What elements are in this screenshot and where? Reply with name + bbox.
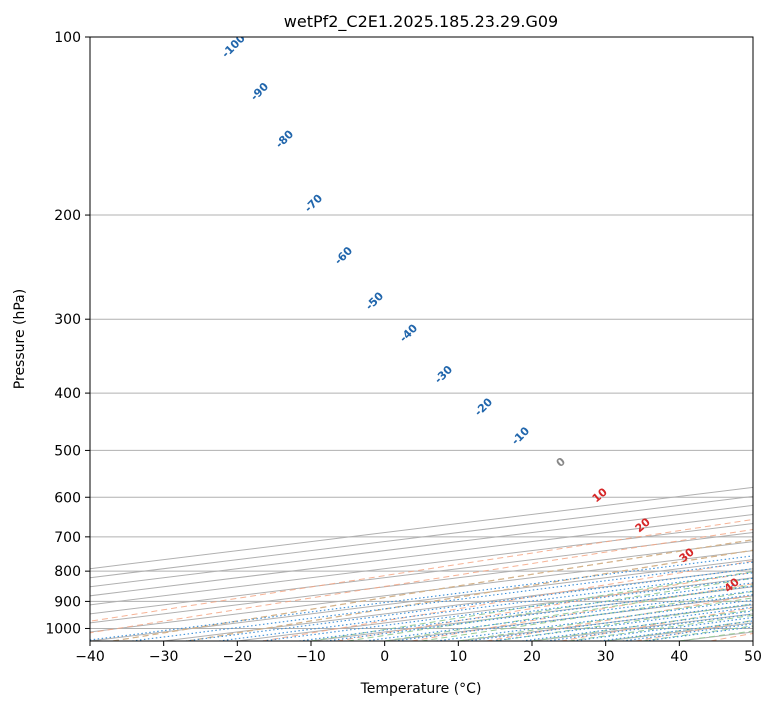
x-tick-label: 40	[670, 649, 688, 665]
x-tick-label: 30	[597, 649, 615, 665]
y-tick-label: 1000	[45, 621, 81, 637]
x-tick-label: 50	[744, 649, 762, 665]
plot-frame	[89, 36, 754, 642]
y-tick-label: 300	[54, 312, 81, 328]
moist-adiabat-line	[642, 625, 753, 641]
dry-adiabat-label: -20	[472, 395, 495, 418]
y-tick-label: 800	[54, 564, 81, 580]
moist-adiabat-label: 0	[554, 455, 568, 470]
isotherm-line	[237, 577, 753, 641]
isotherm-line	[90, 559, 753, 641]
moist-adiabat-line	[679, 630, 753, 641]
dry-adiabat-label: -70	[302, 192, 325, 215]
dry-adiabat-line	[112, 539, 753, 641]
isotherm-line	[90, 532, 753, 615]
isotherm-line	[531, 613, 753, 641]
dry-adiabat-label: -30	[432, 363, 455, 386]
isotherm-line	[90, 550, 753, 633]
moist-adiabat-line	[310, 571, 753, 641]
mixing-ratio-line	[218, 572, 753, 641]
moist-adiabat-line	[421, 591, 753, 641]
moist-adiabat-line	[531, 609, 753, 641]
isotherm-line	[384, 595, 753, 641]
dry-adiabat-line	[262, 560, 753, 641]
isotherm-line	[90, 486, 753, 570]
x-tick-label: 20	[523, 649, 541, 665]
moist-adiabat-label: 10	[590, 485, 610, 505]
y-tick-label: 500	[54, 443, 81, 459]
x-tick-label: 10	[449, 649, 467, 665]
x-tick-label: −40	[75, 649, 105, 665]
dry-adiabat-line	[112, 539, 753, 641]
y-tick-label: 400	[54, 386, 81, 402]
y-tick-label: 600	[54, 490, 81, 506]
x-tick-label: −10	[296, 649, 326, 665]
moist-adiabat-label: 30	[677, 545, 697, 565]
dry-adiabat-label: -60	[332, 244, 355, 267]
x-tick-label: −20	[223, 649, 253, 665]
dry-adiabat-line	[411, 583, 753, 641]
mixing-ratio-line	[645, 626, 753, 641]
moist-adiabat-line	[384, 584, 753, 641]
y-tick-label: 100	[54, 30, 81, 46]
dry-adiabat-line	[710, 632, 753, 641]
dry-adiabat-label: -10	[509, 424, 532, 447]
isotherm-line	[90, 522, 753, 606]
isotherm-line	[752, 640, 753, 641]
isotherm-line	[90, 495, 753, 579]
y-tick-label: 900	[54, 594, 81, 610]
y-tick-label: 700	[54, 530, 81, 546]
dry-adiabat-label: -90	[248, 80, 271, 103]
dry-adiabat-line	[90, 518, 753, 622]
dry-adiabat-line	[187, 549, 753, 641]
x-tick-label: 0	[380, 649, 389, 665]
y-axis-label: Pressure (hPa)	[12, 289, 28, 389]
isotherm-line	[310, 586, 753, 641]
dry-adiabat-label: -80	[273, 127, 296, 150]
x-tick-label: −30	[149, 649, 179, 665]
isotherm-line	[90, 513, 753, 597]
mixing-ratio-line	[262, 577, 753, 641]
moist-adiabat-line	[458, 597, 753, 641]
x-axis-label: Temperature (°C)	[360, 681, 482, 697]
y-tick-label: 200	[54, 208, 81, 224]
moist-adiabat-line	[347, 577, 753, 641]
isotherm-line	[90, 504, 753, 588]
mixing-ratio-line	[326, 585, 753, 641]
mixing-ratio-line	[299, 582, 753, 641]
mixing-ratio-line	[131, 561, 753, 641]
dry-adiabat-line	[561, 607, 753, 641]
dry-adiabat-line	[635, 619, 753, 641]
moist-adiabat-label: 40	[722, 575, 742, 595]
chart-title: wetPf2_C2E1.2025.185.23.29.G09	[284, 12, 558, 32]
dry-adiabat-label: -50	[363, 289, 386, 312]
dry-adiabat-label: -40	[397, 321, 420, 344]
moist-adiabat-line	[568, 614, 753, 641]
mixing-ratio-line	[185, 568, 753, 641]
dry-adiabat-label: -100	[219, 32, 248, 61]
isotherm-line	[679, 631, 753, 641]
